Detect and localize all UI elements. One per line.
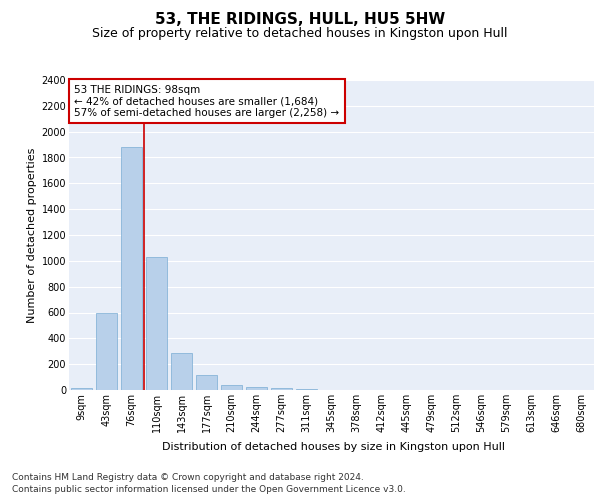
- Bar: [71, 388, 92, 390]
- Bar: [171, 353, 192, 390]
- Bar: [121, 147, 142, 390]
- Bar: [246, 387, 267, 390]
- Bar: [196, 375, 217, 390]
- Bar: [271, 388, 292, 390]
- Text: Size of property relative to detached houses in Kingston upon Hull: Size of property relative to detached ho…: [92, 28, 508, 40]
- Text: Distribution of detached houses by size in Kingston upon Hull: Distribution of detached houses by size …: [161, 442, 505, 452]
- Text: Contains HM Land Registry data © Crown copyright and database right 2024.: Contains HM Land Registry data © Crown c…: [12, 472, 364, 482]
- Text: 53 THE RIDINGS: 98sqm
← 42% of detached houses are smaller (1,684)
57% of semi-d: 53 THE RIDINGS: 98sqm ← 42% of detached …: [74, 84, 340, 118]
- Y-axis label: Number of detached properties: Number of detached properties: [28, 148, 37, 322]
- Bar: [221, 385, 242, 390]
- Bar: [146, 257, 167, 390]
- Text: 53, THE RIDINGS, HULL, HU5 5HW: 53, THE RIDINGS, HULL, HU5 5HW: [155, 12, 445, 28]
- Bar: [96, 312, 117, 390]
- Text: Contains public sector information licensed under the Open Government Licence v3: Contains public sector information licen…: [12, 485, 406, 494]
